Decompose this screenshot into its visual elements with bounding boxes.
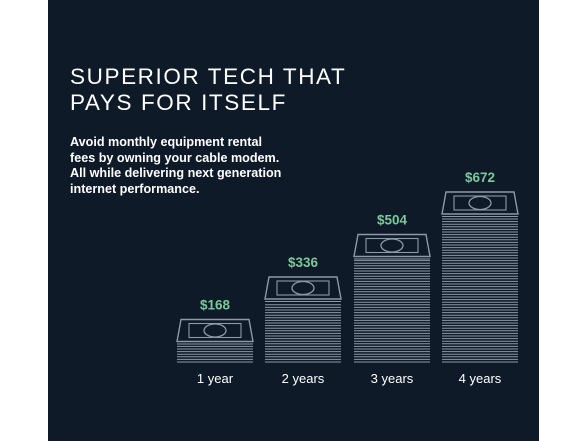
bar-category-label: 2 years (282, 371, 325, 386)
body-copy: Avoid monthly equipment rental fees by o… (70, 135, 320, 197)
body-copy-line-4: internet performance. (70, 181, 200, 196)
bar-value-label: $168 (200, 298, 231, 313)
bar-1: $168 1 year (176, 298, 254, 386)
body-copy-line-2: fees by owning your cable modem. (70, 150, 280, 165)
bar-category-label: 1 year (197, 371, 234, 386)
bar-value-label: $672 (465, 170, 495, 185)
bar-3: $504 3 years (353, 213, 431, 386)
bar-value-label: $504 (377, 213, 408, 228)
body-copy-line-1: Avoid monthly equipment rental (70, 135, 262, 149)
dollar-bill-icon (353, 233, 431, 260)
bar-4: $672 4 years (441, 170, 519, 386)
headline-line-1: SUPERIOR TECH THAT (70, 64, 347, 89)
dollar-bill-icon (441, 191, 519, 217)
dollar-bill-icon (264, 276, 342, 302)
bar-value-label: $336 (288, 255, 319, 270)
headline: SUPERIOR TECH THAT PAYS FOR ITSELF (70, 64, 370, 116)
body-copy-line-3: All while delivering next generation (70, 166, 282, 180)
bar-category-label: 3 years (371, 371, 414, 386)
infographic-panel (48, 0, 539, 441)
bar-2: $336 2 years (264, 255, 342, 386)
dollar-bill-icon (176, 318, 254, 345)
headline-line-2: PAYS FOR ITSELF (70, 90, 287, 115)
bar-category-label: 4 years (459, 371, 502, 386)
